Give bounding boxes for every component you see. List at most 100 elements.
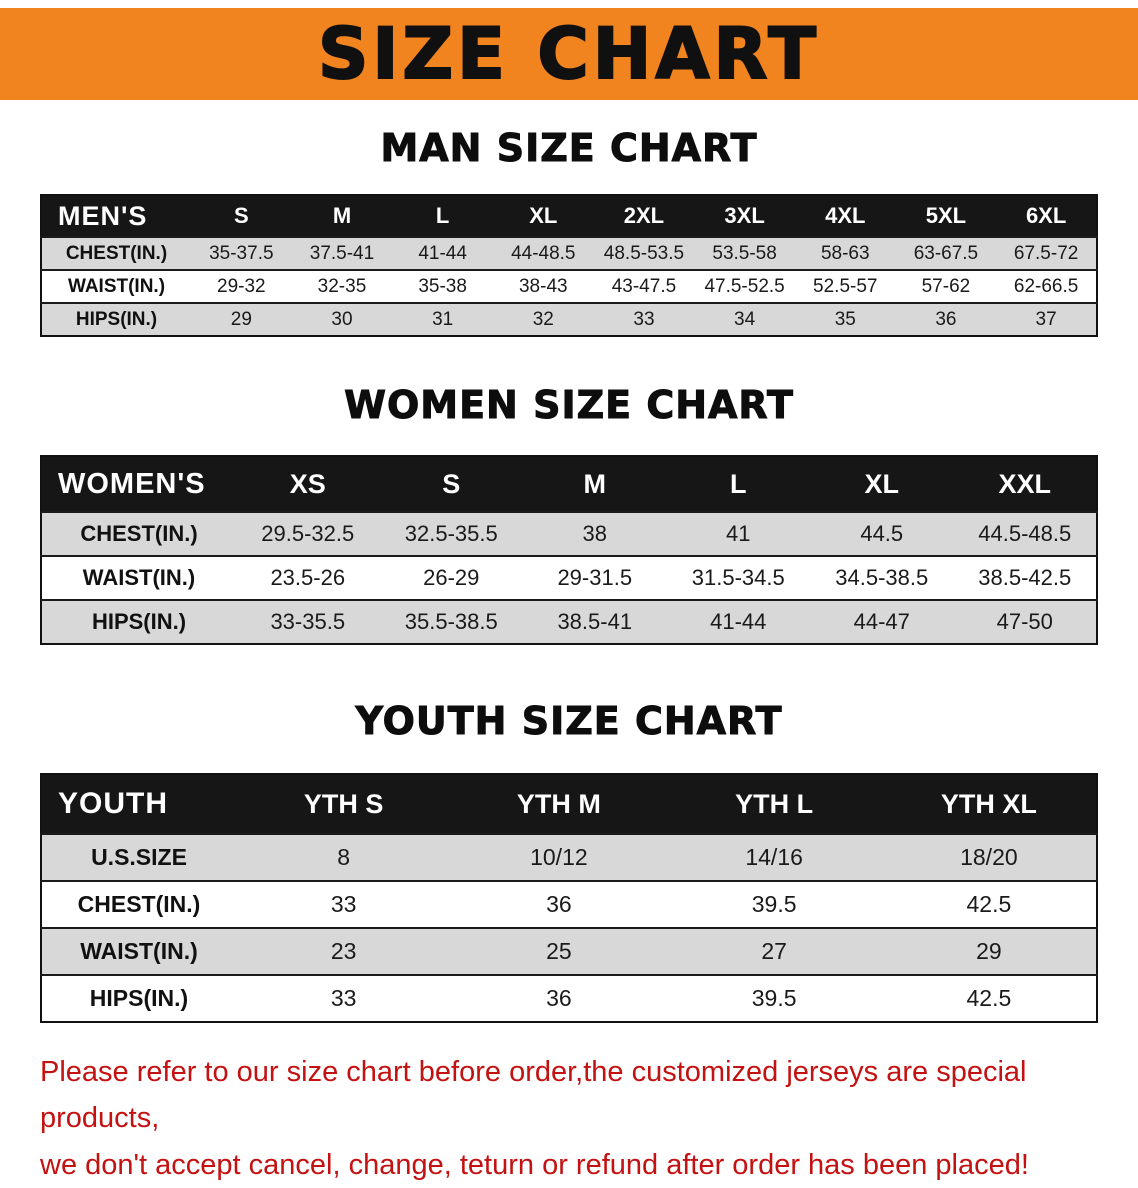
cell-value: 29: [230, 308, 252, 330]
women-header-row: WOMEN'S XS S M L XL XXL: [41, 456, 1097, 512]
row-label: CHEST(IN.): [80, 521, 198, 546]
page-title: SIZE CHART: [317, 13, 821, 95]
cell-value: 25: [546, 938, 572, 964]
cell-value: 42.5: [966, 891, 1012, 917]
cell-value: 42.5: [966, 985, 1012, 1011]
cell-value: 43-47.5: [611, 275, 677, 297]
cell-value: 36: [935, 308, 957, 330]
disclaimer-line-2: we don't accept cancel, change, teturn o…: [40, 1148, 1029, 1181]
women-size-table: WOMEN'S XS S M L XL XXL CHEST(IN.) 29.5-32.5 32.5…: [40, 455, 1098, 645]
cell-value: 58-63: [820, 242, 870, 264]
cell-value: 31: [432, 308, 454, 330]
cell-value: 33: [330, 985, 357, 1011]
cell-value: 52.5-57: [813, 275, 878, 297]
cell-value: 26-29: [423, 565, 480, 590]
youth-size-chart-section: YOUTH SIZE CHART YOUTH YTH S YTH M YTH L YTH…: [0, 699, 1138, 1023]
cell-value: 41-44: [710, 609, 767, 634]
cell-value: 39.5: [751, 985, 797, 1011]
cell-value: 29-32: [217, 275, 266, 297]
men-col-l: L: [435, 203, 450, 228]
youth-col-yth-xl: YTH XL: [940, 788, 1037, 819]
men-col-2xl: 2XL: [623, 203, 665, 228]
youth-corner-label: YOUTH: [58, 787, 168, 820]
men-col-s: S: [233, 203, 249, 228]
row-label: U.S.SIZE: [91, 844, 187, 870]
table-row: HIPS(IN.) 33 36 39.5 42.5: [41, 975, 1097, 1022]
cell-value: 34: [734, 308, 756, 330]
table-row: WAIST(IN.) 23 25 27 29: [41, 928, 1097, 975]
women-col-xs: XS: [289, 468, 326, 499]
women-col-s: S: [442, 468, 461, 499]
row-label: HIPS(IN.): [89, 985, 189, 1011]
cell-value: 62-66.5: [1013, 275, 1079, 297]
cell-value: 38-43: [518, 275, 568, 297]
disclaimer-line-1: Please refer to our size chart before or…: [40, 1056, 1027, 1135]
cell-value: 29-31.5: [557, 565, 633, 590]
cell-value: 8: [337, 844, 351, 870]
cell-value: 38.5-41: [557, 609, 633, 634]
table-row: U.S.SIZE 8 10/12 14/16 18/20: [41, 834, 1097, 881]
cell-value: 29: [976, 938, 1002, 964]
cell-value: 47.5-52.5: [704, 275, 785, 297]
row-label: HIPS(IN.): [75, 308, 158, 330]
cell-value: 35.5-38.5: [404, 609, 498, 634]
women-col-xl: XL: [864, 468, 899, 499]
cell-value: 44.5-48.5: [978, 521, 1072, 546]
row-label: WAIST(IN.): [82, 565, 196, 590]
cell-value: 57-62: [921, 275, 971, 297]
cell-value: 32-35: [317, 275, 367, 297]
women-col-xxl: XXL: [998, 468, 1051, 499]
cell-value: 63-67.5: [913, 242, 979, 264]
cell-value: 53.5-58: [712, 242, 777, 264]
cell-value: 37: [1035, 308, 1057, 330]
cell-value: 35-38: [418, 275, 467, 297]
cell-value: 36: [546, 985, 572, 1011]
women-col-m: M: [583, 468, 607, 499]
women-chart-heading: WOMEN SIZE CHART: [344, 383, 794, 428]
table-row: HIPS(IN.) 29 30 31 32 33 34 35 36 37: [41, 303, 1097, 336]
table-row: HIPS(IN.) 33-35.5 35.5-38.5 38.5-41 41-44 44-…: [41, 600, 1097, 644]
table-row: CHEST(IN.) 33 36 39.5 42.5: [41, 881, 1097, 928]
men-col-6xl: 6XL: [1025, 203, 1067, 228]
cell-value: 47-50: [996, 609, 1053, 634]
men-col-m: M: [332, 203, 352, 228]
size-chart-banner: SIZE CHART: [0, 8, 1138, 100]
cell-value: 41: [726, 521, 751, 546]
men-col-3xl: 3XL: [724, 203, 765, 228]
cell-value: 23: [330, 938, 357, 964]
men-size-table: MEN'S S M L XL 2XL 3XL 4XL 5XL 6XL CHEST(IN.) 35-37…: [40, 194, 1098, 337]
youth-header-row: YOUTH YTH S YTH M YTH L YTH XL: [41, 774, 1097, 834]
table-row: WAIST(IN.) 23.5-26 26-29 29-31.5 31.5-34.5 34…: [41, 556, 1097, 600]
table-row: CHEST(IN.) 35-37.5 37.5-41 41-44 44-48.5 48.5…: [41, 237, 1097, 270]
cell-value: 39.5: [751, 891, 797, 917]
cell-value: 41-44: [418, 242, 467, 264]
women-col-l: L: [730, 468, 747, 499]
cell-value: 23.5-26: [270, 565, 346, 590]
youth-col-yth-l: YTH L: [735, 788, 814, 819]
cell-value: 30: [331, 308, 353, 330]
cell-value: 35: [834, 308, 856, 330]
men-size-chart-section: MAN SIZE CHART MEN'S S M L XL 2XL 3XL 4XL 5XL 6XL…: [0, 126, 1138, 337]
cell-value: 44-47: [853, 609, 910, 634]
row-label: WAIST(IN.): [80, 938, 198, 964]
cell-value: 67.5-72: [1013, 242, 1079, 264]
cell-value: 34.5-38.5: [835, 565, 929, 590]
youth-size-table: YOUTH YTH S YTH M YTH L YTH XL U.S.SIZE 8 10/12…: [40, 773, 1098, 1023]
youth-col-yth-s: YTH S: [303, 788, 384, 819]
cell-value: 36: [546, 891, 572, 917]
cell-value: 33-35.5: [270, 609, 346, 634]
cell-value: 18/20: [960, 844, 1018, 870]
cell-value: 32.5-35.5: [404, 521, 498, 546]
cell-value: 44.5: [860, 521, 904, 546]
row-label: CHEST(IN.): [65, 242, 168, 264]
cell-value: 29.5-32.5: [261, 521, 355, 546]
cell-value: 38: [582, 521, 607, 546]
cell-value: 33: [330, 891, 357, 917]
table-row: CHEST(IN.) 29.5-32.5 32.5-35.5 38 41 44.5 44.5…: [41, 512, 1097, 556]
women-size-chart-section: WOMEN SIZE CHART WOMEN'S XS S M L XL XXL CHEST(…: [0, 383, 1138, 645]
women-corner-label: WOMEN'S: [58, 467, 206, 500]
men-col-5xl: 5XL: [925, 203, 967, 228]
men-chart-heading: MAN SIZE CHART: [380, 126, 758, 171]
cell-value: 31.5-34.5: [691, 565, 785, 590]
cell-value: 37.5-41: [309, 242, 375, 264]
